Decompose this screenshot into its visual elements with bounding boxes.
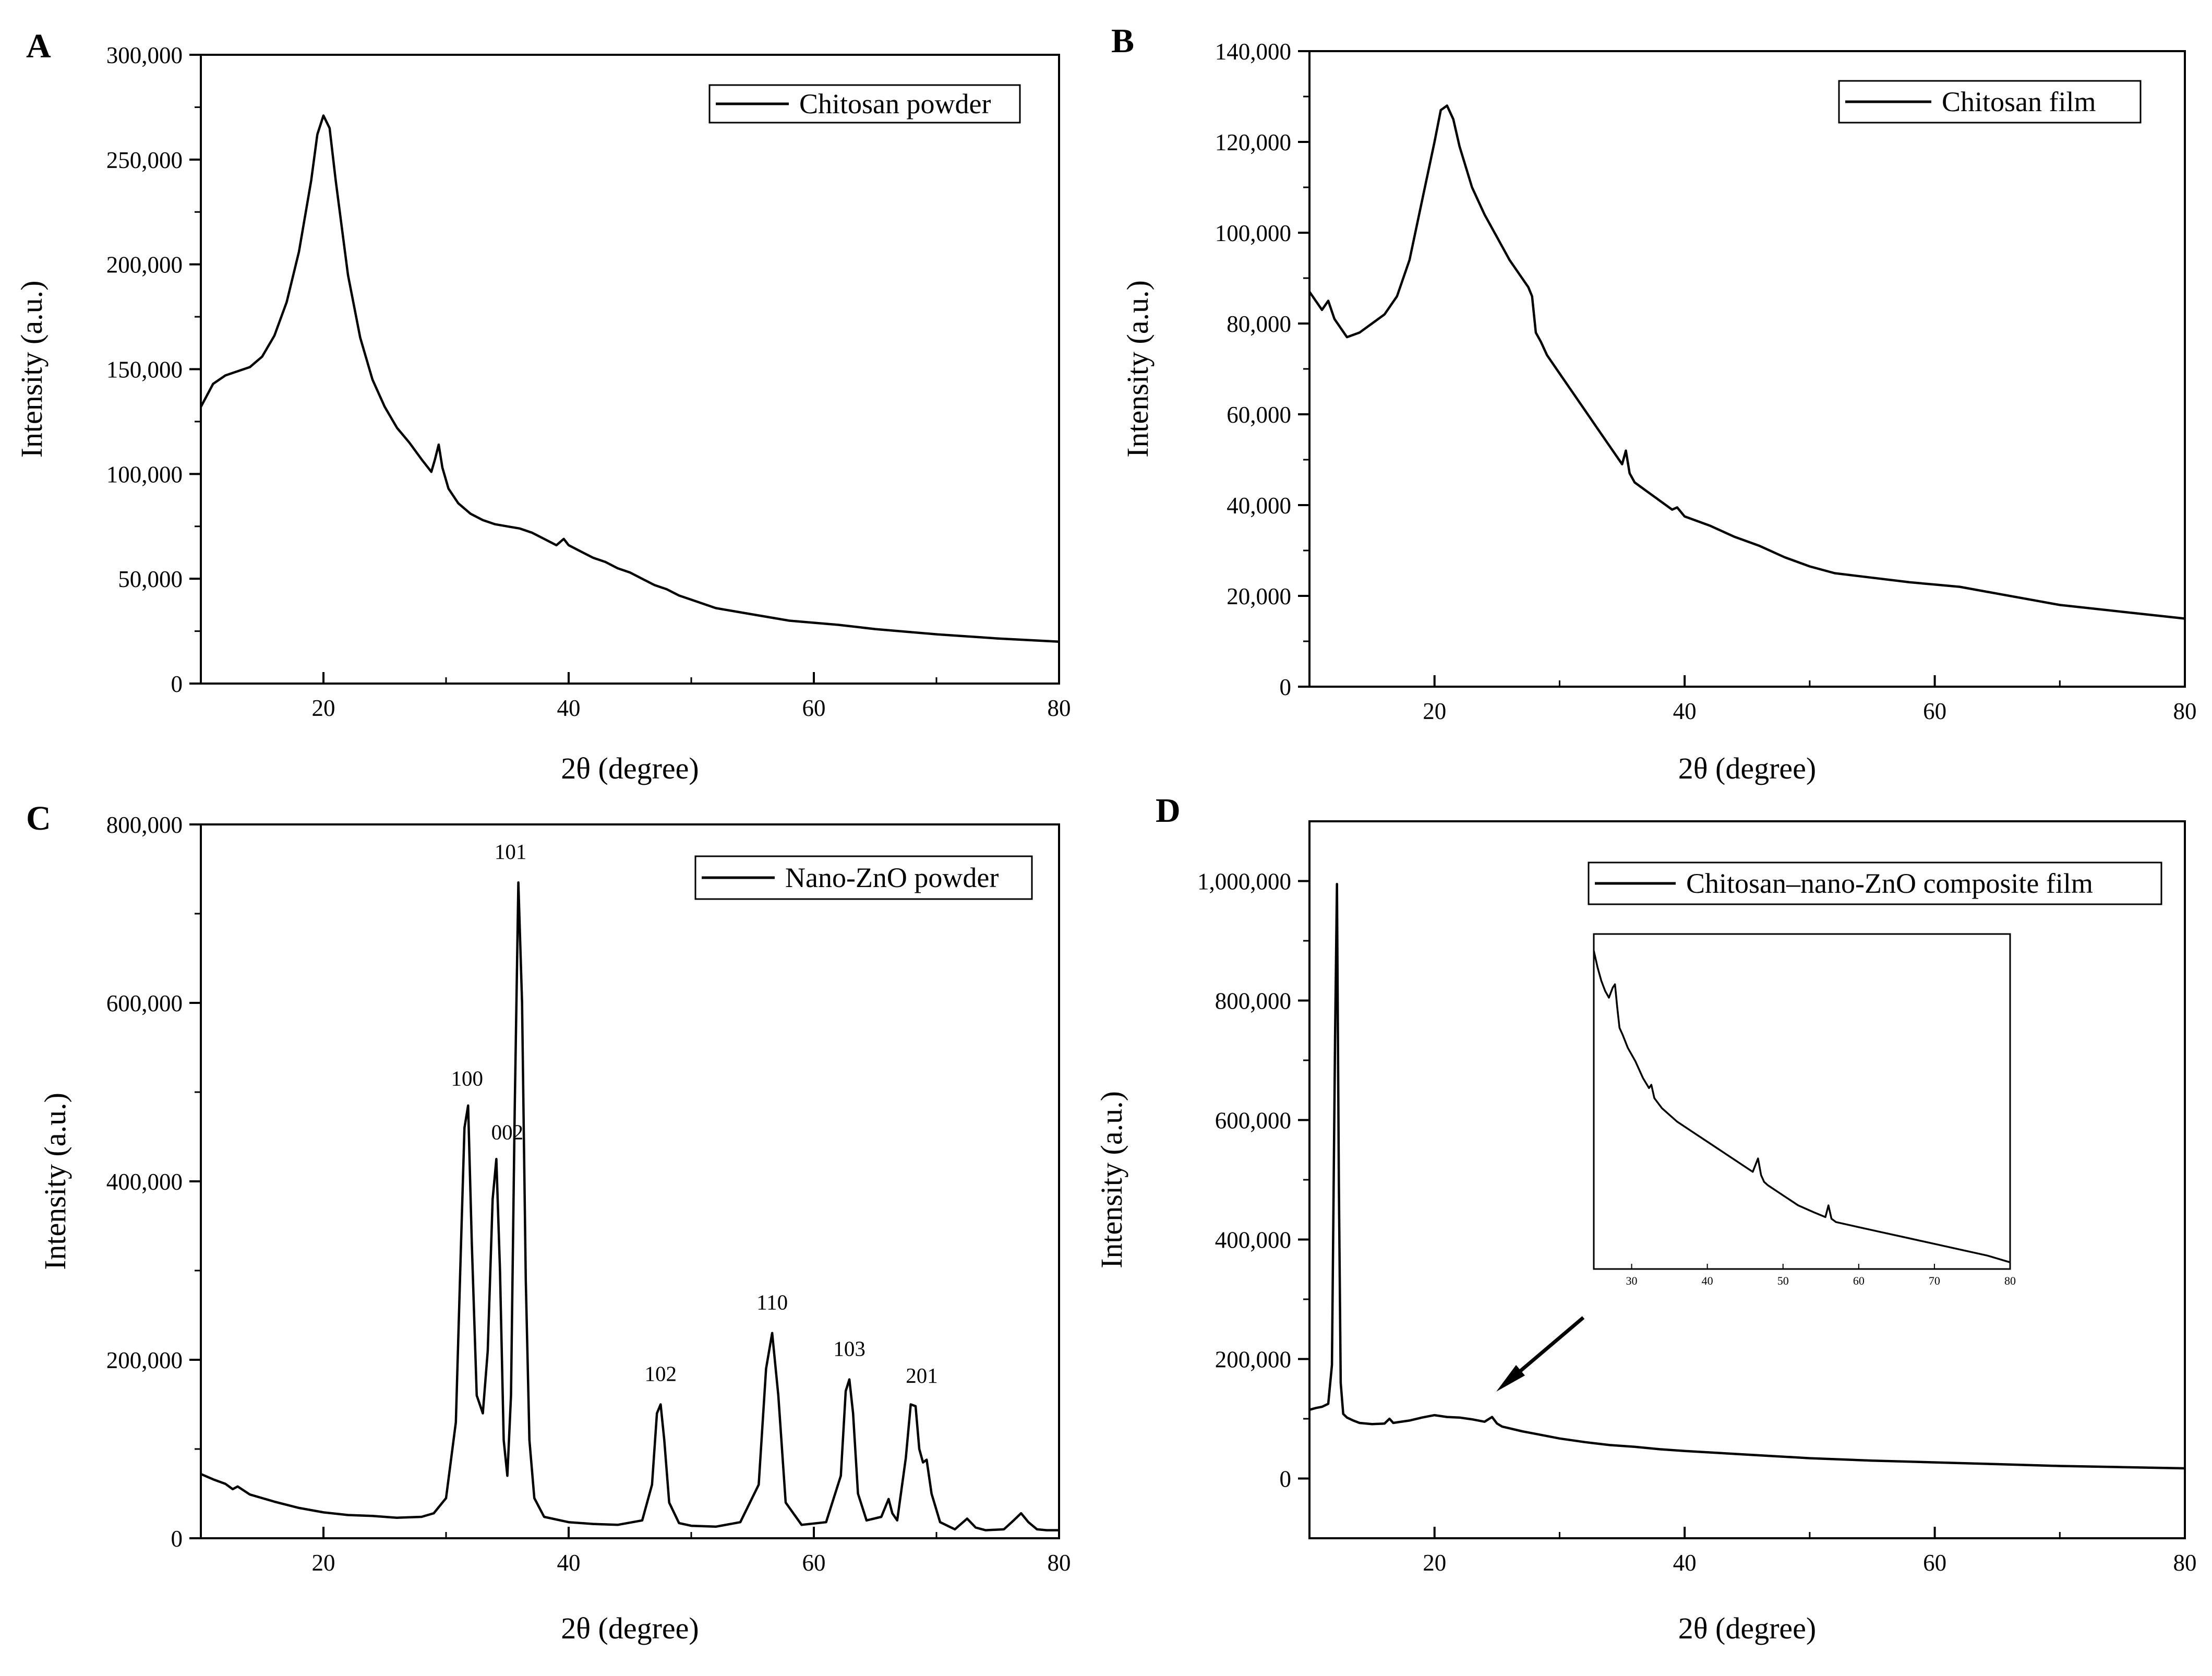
plot-frame	[200, 54, 1060, 685]
y-tick-label: 0	[1280, 1466, 1292, 1492]
x-axis-title: 2θ (degree)	[1678, 751, 1816, 785]
y-tick-label: 200,000	[1215, 1347, 1291, 1373]
y-axis-title: Intensity (a.u.)	[15, 281, 49, 458]
y-tick-label: 0	[171, 671, 183, 697]
inset-x-tick-label: 80	[2004, 1274, 2016, 1287]
inset-arrow	[1496, 1316, 1585, 1392]
y-tick-label: 0	[171, 1526, 183, 1552]
x-tick-label: 60	[1923, 698, 1946, 724]
inset-x-tick-label: 40	[1702, 1274, 1713, 1287]
panel-letter-c: C	[26, 799, 51, 837]
x-tick-label: 40	[557, 695, 581, 721]
panel-letter-a: A	[26, 27, 51, 65]
inset-series-line	[1593, 950, 2011, 1263]
legend: Nano-ZnO powder	[694, 855, 1033, 900]
x-tick-label: 40	[1673, 698, 1697, 724]
panel-d: 20 40 60 80 0 200,000 400,000 600,000 800,000 1,0…	[1095, 820, 2197, 1645]
legend-label: Chitosan powder	[799, 88, 991, 119]
y-axis-title: Intensity (a.u.)	[1095, 1091, 1128, 1268]
x-tick-label: 80	[1048, 695, 1071, 721]
panel-d-inset: 30 40 50 60 70 80	[1593, 933, 2016, 1287]
plot-frame	[1308, 50, 2186, 688]
panel-c: 20 40 60 80 0 200,000 400,000 600,000 800,000 2θ …	[38, 812, 1071, 1645]
inset-frame	[1593, 933, 2011, 1270]
y-tick-label: 140,000	[1215, 39, 1291, 65]
y-tick-label: 120,000	[1215, 129, 1291, 155]
x-tick-label: 80	[2173, 698, 2197, 724]
legend-label: Nano-ZnO powder	[785, 862, 999, 893]
x-tick-label: 40	[557, 1550, 581, 1576]
y-tick-label: 400,000	[106, 1169, 183, 1195]
y-tick-label: 1,000,000	[1197, 869, 1291, 895]
x-axis-title: 2θ (degree)	[561, 1611, 699, 1645]
peak-label: 102	[645, 1362, 677, 1386]
legend: Chitosan–nano-ZnO composite film	[1588, 861, 2162, 905]
x-tick-label: 80	[1048, 1550, 1071, 1576]
x-tick-label: 60	[802, 1550, 826, 1576]
y-tick-label: 100,000	[106, 461, 183, 487]
inset-x-tick-label: 60	[1853, 1274, 1865, 1287]
y-tick-label: 600,000	[1215, 1108, 1291, 1134]
plot-frame	[200, 823, 1060, 1539]
series-line	[1308, 104, 2185, 620]
y-tick-label: 40,000	[1227, 493, 1291, 519]
y-tick-label: 150,000	[106, 357, 183, 383]
x-axis-title: 2θ (degree)	[561, 751, 699, 785]
y-tick-label: 600,000	[106, 990, 183, 1016]
y-tick-label: 800,000	[106, 812, 183, 838]
x-axis-title: 2θ (degree)	[1678, 1611, 1816, 1645]
y-tick-label: 0	[1280, 674, 1292, 700]
peak-label: 100	[451, 1067, 484, 1091]
x-tick-label: 60	[1923, 1550, 1946, 1576]
y-tick-label: 400,000	[1215, 1227, 1291, 1253]
y-tick-label: 100,000	[1215, 220, 1291, 246]
y-tick-label: 300,000	[106, 42, 183, 68]
panel-letter-b: B	[1111, 22, 1134, 60]
y-axis-title: Intensity (a.u.)	[38, 1093, 72, 1270]
peak-label: 201	[906, 1363, 938, 1387]
legend: Chitosan film	[1838, 80, 2142, 124]
y-tick-label: 200,000	[106, 1347, 183, 1373]
y-tick-label: 200,000	[106, 252, 183, 278]
peak-label: 002	[491, 1120, 524, 1144]
y-tick-label: 60,000	[1227, 402, 1291, 428]
peak-label: 103	[833, 1337, 865, 1361]
x-tick-label: 20	[1423, 698, 1446, 724]
legend-box	[1588, 861, 2162, 905]
peak-label: 110	[756, 1290, 788, 1314]
inset-x-tick-label: 50	[1777, 1274, 1789, 1287]
x-tick-label: 20	[312, 1550, 335, 1576]
panel-a: 20 40 60 80 0 50,000 100,000 150,000 200,000 250,…	[15, 42, 1071, 785]
x-tick-label: 80	[2173, 1550, 2197, 1576]
inset-x-tick-label: 70	[1929, 1274, 1940, 1287]
y-tick-label: 50,000	[118, 566, 183, 592]
x-tick-label: 20	[312, 695, 335, 721]
series-line	[200, 114, 1060, 643]
x-tick-label: 40	[1673, 1550, 1697, 1576]
peak-label: 101	[495, 840, 527, 864]
x-tick-label: 60	[802, 695, 826, 721]
legend: Chitosan powder	[708, 84, 1021, 124]
y-tick-label: 80,000	[1227, 311, 1291, 337]
y-tick-label: 20,000	[1227, 583, 1291, 609]
y-tick-label: 250,000	[106, 147, 183, 173]
series-line	[200, 881, 1059, 1531]
panel-letter-d: D	[1156, 792, 1181, 830]
panel-b: 20 40 60 80 0 20,000 40,000 60,000 80,000 100,000…	[1121, 39, 2197, 785]
y-tick-label: 800,000	[1215, 988, 1291, 1014]
y-axis-title: Intensity (a.u.)	[1121, 280, 1155, 458]
inset-x-tick-label: 30	[1626, 1274, 1638, 1287]
legend-label: Chitosan–nano-ZnO composite film	[1686, 868, 2093, 899]
legend-label: Chitosan film	[1942, 86, 2096, 117]
x-tick-label: 20	[1423, 1550, 1446, 1576]
series-line	[1309, 882, 2185, 1470]
